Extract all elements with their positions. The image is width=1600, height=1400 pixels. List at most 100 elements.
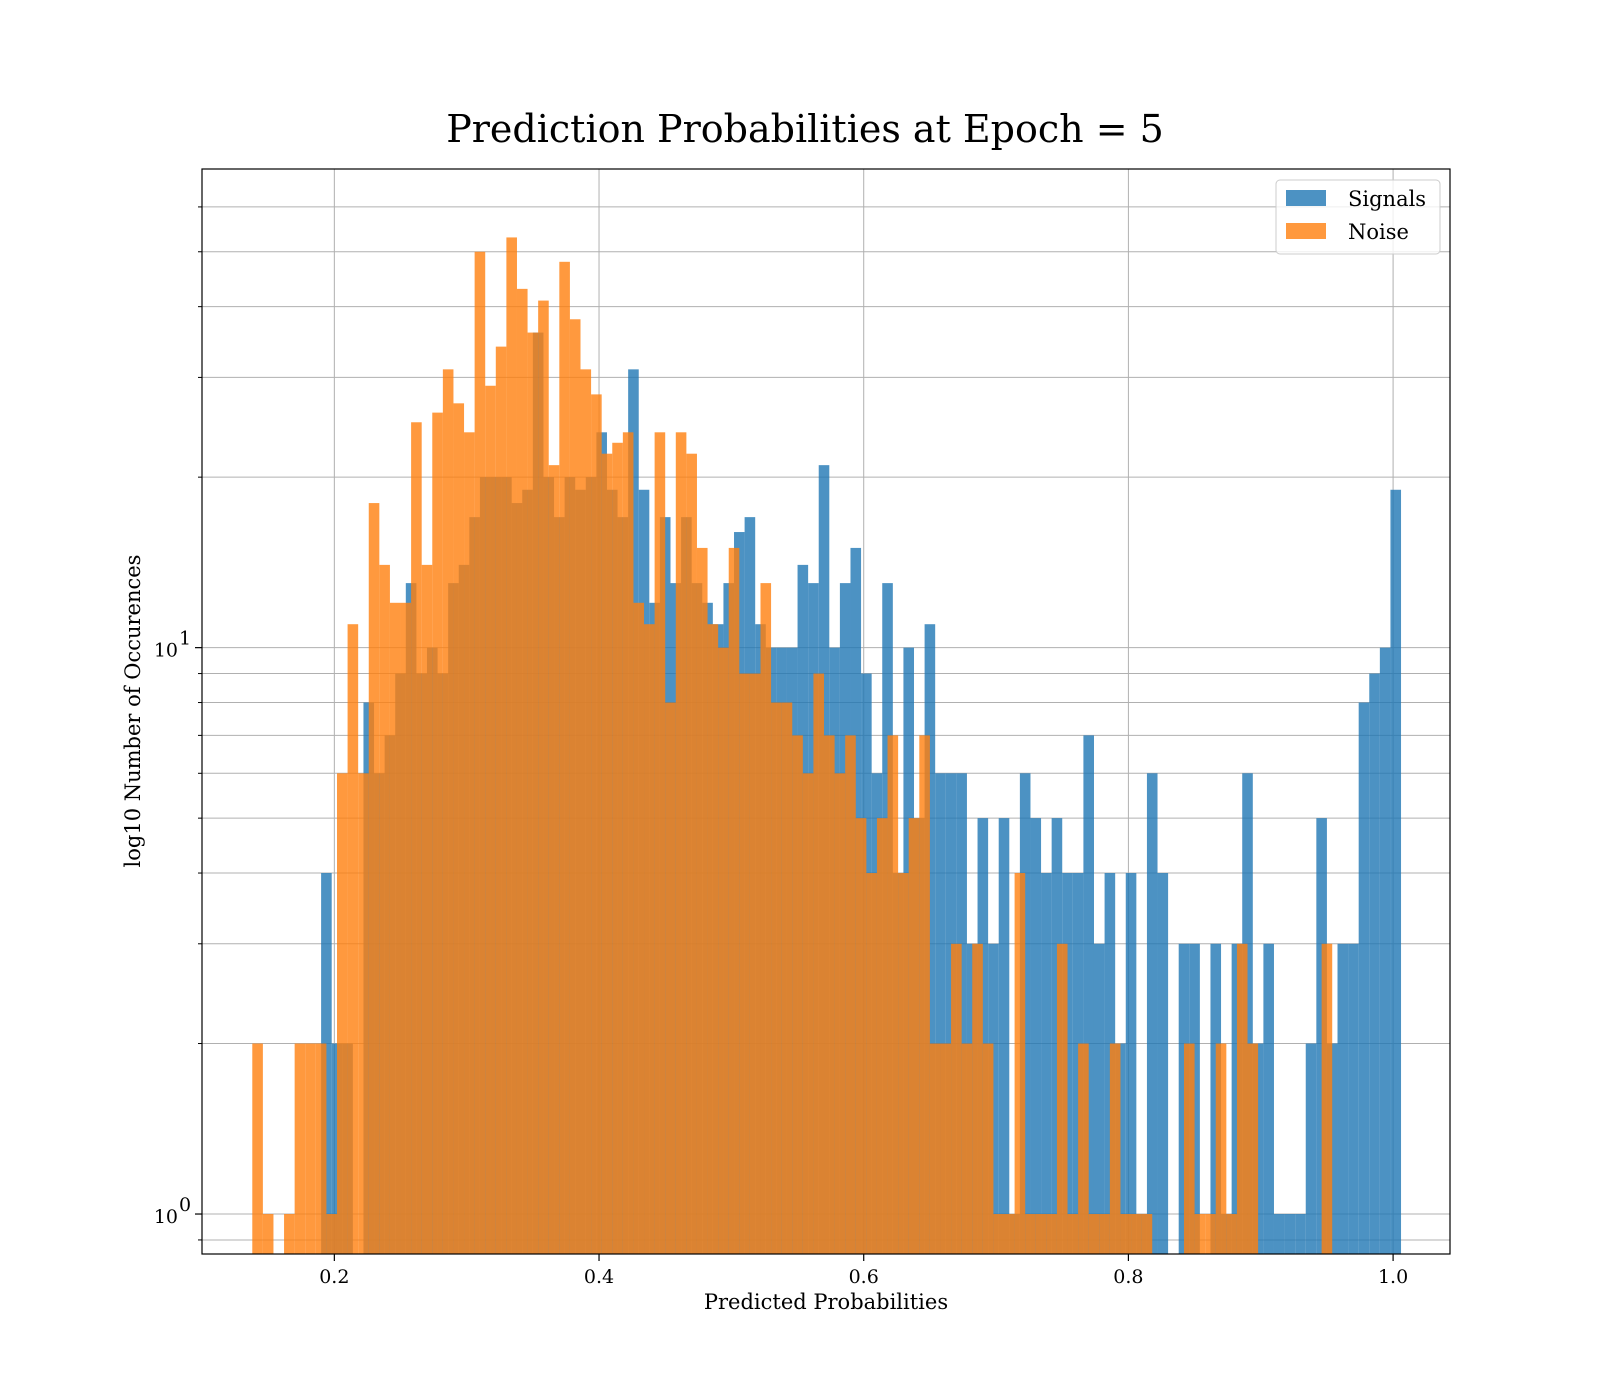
noise-bar [760,583,772,1254]
noise-bar [1247,1043,1259,1254]
signals-bar [998,818,1010,1254]
signals-bar [1093,943,1105,1254]
noise-bar [718,647,729,1254]
noise-bar [421,564,433,1254]
noise-bar [1120,1214,1132,1254]
noise-bar [686,453,697,1254]
signals-bar [1295,1214,1306,1254]
signals-bar [1305,1043,1317,1254]
noise-bar [1109,1043,1121,1254]
noise-bar [1194,1214,1206,1254]
signals-bar [1051,818,1063,1254]
noise-bar [1215,1043,1227,1254]
x-tick-label: 1.0 [1378,1266,1408,1288]
noise-bar [368,503,380,1254]
noise-bar [855,818,867,1254]
noise-bar [262,1214,274,1254]
noise-bar [654,432,666,1255]
noise-bar [1141,1214,1153,1254]
noise-bar [1205,1214,1216,1254]
y-axis-label: log10 Number of Occurences [121,555,145,868]
noise-bar [940,1043,952,1254]
noise-bar [982,1043,994,1254]
noise-bar [453,403,465,1254]
signals-bar [1263,943,1274,1254]
signals-bar [1358,702,1370,1254]
noise-bar [315,1043,327,1254]
noise-bar [464,432,475,1255]
chart-title: Prediction Probabilities at Epoch = 5 [446,107,1164,151]
noise-bar [601,453,613,1254]
noise-bar [1004,1214,1015,1254]
signals-bar [988,943,999,1254]
noise-bar [379,564,390,1254]
signals-bar [1125,873,1137,1254]
noise-bar [442,369,454,1254]
noise-bar [548,465,560,1254]
noise-bar [485,385,496,1254]
noise-bar [1046,1214,1057,1254]
noise-bar [866,873,877,1254]
legend: Signals Noise [1275,179,1441,255]
noise-bar [675,432,687,1255]
noise-bar [1236,943,1248,1254]
noise-bar [400,602,412,1254]
plot-frame [201,168,1451,1255]
y-tick-label: 10 [154,640,178,662]
noise-bar [1035,1214,1047,1254]
noise-bar [961,1043,973,1254]
noise-bar [633,602,645,1254]
signals-bar [1030,818,1042,1254]
noise-bar [506,237,517,1255]
legend-swatch-signals [1286,190,1326,206]
signals-bar [1348,943,1359,1254]
legend-label-signals: Signals [1348,187,1426,211]
noise-bar [527,332,539,1255]
noise-bar [1025,1214,1036,1254]
noise-bar [1056,943,1068,1254]
noise-bar [1226,1214,1237,1254]
noise-bar [707,624,719,1254]
signals-bar [1337,943,1349,1254]
noise-bar [728,547,740,1254]
legend-swatch-noise [1286,223,1326,239]
signals-bar [1231,943,1243,1254]
noise-bar [887,735,899,1254]
x-tick-label: 0.4 [584,1266,614,1288]
noise-bar [580,369,592,1254]
noise-bar [972,943,983,1254]
y-tick-exponent: 0 [179,1194,191,1216]
x-tick-label: 0.8 [1113,1266,1143,1288]
signals-bar [935,773,946,1254]
noise-bar [1321,943,1333,1254]
noise-bar [358,773,369,1254]
noise-bar [792,735,803,1254]
legend-label-noise: Noise [1348,220,1409,244]
noise-bar [845,735,856,1254]
signals-bar [1083,735,1094,1254]
noise-bar [569,319,581,1255]
noise-bar [411,422,422,1254]
noise-bar [495,346,507,1255]
noise-bar [294,1043,306,1254]
signals-bar [1041,873,1052,1254]
noise-bar [898,873,909,1254]
signals-bar [1115,1043,1126,1254]
noise-bar [305,1043,316,1254]
noise-bar [813,673,825,1254]
noise-bar [591,394,602,1254]
signals-bar [956,773,967,1254]
noise-bar [516,288,528,1254]
noise-bar [389,602,401,1254]
noise-bar [824,735,835,1254]
x-axis-label: Predicted Probabilities [704,1290,948,1314]
noise-bar [1014,873,1026,1254]
noise-bar [644,624,655,1254]
signals-bar [1284,1214,1296,1254]
noise-bar [781,702,793,1254]
x-tick-label: 0.6 [849,1266,879,1288]
noise-bar [252,1043,263,1254]
noise-bar [739,673,750,1254]
